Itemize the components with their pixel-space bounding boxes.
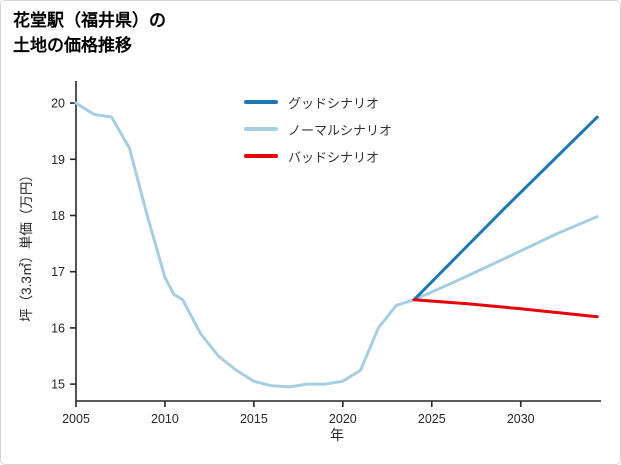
legend-line-swatch — [244, 127, 278, 131]
legend-item: ノーマルシナリオ — [244, 120, 392, 138]
legend-line-swatch — [244, 100, 278, 104]
x-tick-label: 2010 — [151, 412, 179, 426]
legend-line-swatch — [244, 154, 278, 158]
y-tick-label: 19 — [51, 153, 65, 167]
page-title: 花堂駅（福井県）の 土地の価格推移 — [13, 9, 166, 58]
y-tick-label: 20 — [51, 97, 65, 111]
y-axis-label: 坪（3.3㎡）単価（万円） — [19, 168, 34, 322]
series-line — [74, 101, 599, 389]
legend: グッドシナリオ ノーマルシナリオ バッドシナリオ — [244, 93, 392, 165]
y-tick-label: 15 — [51, 378, 65, 392]
x-tick-label: 2020 — [329, 412, 357, 426]
x-tick-label: 2025 — [418, 412, 446, 426]
x-tick-label: 2015 — [240, 412, 268, 426]
legend-item: グッドシナリオ — [244, 93, 392, 111]
page-title-line-1: 花堂駅（福井県）の — [13, 11, 166, 30]
y-tick-label: 18 — [51, 209, 65, 223]
legend-label: バッドシナリオ — [288, 149, 380, 165]
series-line — [412, 298, 599, 319]
legend-label: ノーマルシナリオ — [288, 122, 393, 138]
y-tick-label: 17 — [51, 265, 65, 279]
x-tick-label: 2005 — [62, 412, 90, 426]
series-line — [412, 115, 599, 302]
page-title-line-2: 土地の価格推移 — [13, 35, 132, 55]
x-tick-label: 2030 — [507, 412, 535, 426]
x-axis-label: 年 — [330, 427, 344, 443]
legend-item: バッドシナリオ — [244, 147, 392, 165]
y-tick-label: 16 — [51, 321, 65, 335]
legend-label: グッドシナリオ — [288, 95, 380, 111]
